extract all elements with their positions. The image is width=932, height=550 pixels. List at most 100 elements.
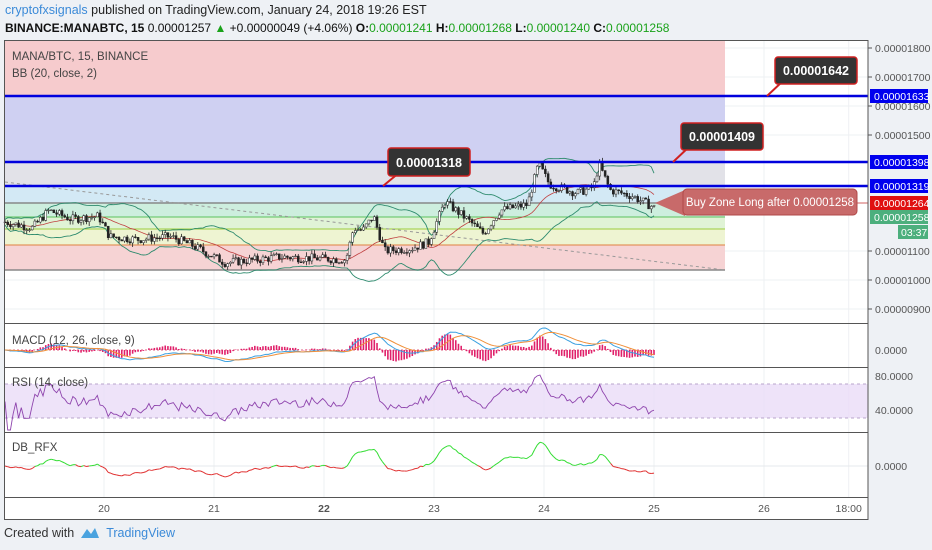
rfx-segment (518, 456, 522, 459)
macd-histogram-bar (142, 350, 145, 351)
rfx-segment (341, 467, 345, 469)
rfx-segment (143, 471, 147, 473)
tradingview-link[interactable]: TradingView (106, 526, 175, 540)
price-axis[interactable]: 0.00001800 0.00001700 0.00001600 0.00001500… (868, 43, 931, 316)
macd-histogram-bar (229, 350, 232, 353)
macd-histogram-bar (406, 350, 408, 359)
candle (256, 255, 259, 262)
macd-histogram-bar (482, 350, 484, 361)
tag-last-price: 0.00001264 (874, 198, 930, 210)
macd-histogram-bar (281, 346, 283, 350)
macd-histogram-bar (522, 346, 525, 350)
candle (120, 239, 124, 242)
candle (348, 241, 352, 256)
rfx-segment (365, 449, 370, 452)
rfx-segment (555, 458, 560, 462)
macd-histogram-bar (373, 339, 376, 350)
macd-histogram-bar (340, 350, 343, 352)
macd-histogram-bar (289, 347, 291, 350)
macd-histogram-bar (243, 348, 245, 350)
macd-histogram-bar (607, 348, 609, 350)
macd-histogram-bar (36, 348, 39, 350)
rfx-segment (566, 462, 570, 464)
rfx-segment (270, 465, 275, 468)
db-rfx-pane (4, 441, 868, 478)
candle (25, 229, 28, 231)
candle (49, 209, 53, 211)
rfx-segment (528, 454, 533, 458)
rfx-segment (479, 466, 484, 470)
macd-histogram-bar (112, 350, 115, 358)
rfx-segment (308, 465, 313, 468)
macd-histogram-bar (400, 350, 403, 361)
candle (375, 216, 379, 228)
chart-area[interactable]: 0.00001318 0.00001409 0.00001642 Buy Zon… (0, 0, 932, 522)
macd-histogram-bar (620, 350, 623, 357)
candle (223, 264, 227, 267)
rfx-segment (640, 470, 644, 473)
candle (557, 190, 561, 192)
callout-1642[interactable]: 0.00001642 (766, 56, 858, 97)
macd-histogram-bar (476, 350, 479, 359)
rfx-segment (458, 452, 462, 455)
candle (552, 187, 555, 190)
tag-close: 0.00001258 (874, 212, 930, 224)
macd-histogram-bar (460, 345, 463, 350)
candle (394, 250, 398, 253)
rfx-segment (175, 467, 180, 470)
candle (576, 189, 580, 194)
rfx-segment (29, 468, 33, 470)
rfx-segment (227, 474, 231, 477)
candle (310, 253, 314, 262)
macd-histogram-bar (631, 350, 634, 358)
rfx-segment (140, 471, 144, 474)
rfx-segment (34, 465, 38, 468)
macd-histogram-bar (126, 350, 128, 357)
candle (389, 246, 392, 254)
rfx-segment (379, 457, 383, 463)
symbol-info: BINANCE:MANABTC, 15 0.00001257 ▲ +0.0000… (5, 21, 669, 35)
candle (267, 257, 270, 262)
candle (465, 216, 468, 219)
macd-histogram-bar (80, 350, 82, 353)
rfx-segment (148, 469, 152, 471)
macd-histogram-bar (180, 348, 183, 350)
callout-buy-zone[interactable]: Buy Zone Long after 0.00001258 (655, 188, 858, 216)
rfx-segment (121, 474, 125, 477)
macd-histogram-bar (273, 345, 275, 350)
candle (218, 254, 221, 263)
candle (370, 219, 373, 222)
rfx-segment (490, 465, 495, 469)
candle (28, 229, 31, 231)
rfx-segment (498, 459, 503, 463)
macd-histogram-bar (139, 350, 142, 352)
candle (207, 255, 210, 258)
candle (229, 261, 232, 264)
tag-1398: 0.00001398 (874, 157, 930, 169)
macd-histogram-bar (205, 350, 207, 354)
candle (63, 215, 66, 218)
macd-histogram-bar (626, 350, 628, 358)
publisher-link[interactable]: cryptofxsignals (5, 3, 88, 17)
candle (234, 257, 238, 259)
callout-1318[interactable]: 0.00001318 (382, 147, 471, 187)
rfx-segment (531, 449, 535, 456)
rfx-segment (526, 456, 530, 460)
rfx-segment (31, 466, 36, 469)
indicator-axis: 0.0000 80.0000 40.0000 0.0000 (875, 345, 913, 473)
time-axis[interactable]: 20 21 22 23 24 25 26 18:00 (98, 503, 862, 515)
macd-histogram-bar (221, 350, 224, 355)
rfx-segment (395, 469, 399, 472)
macd-histogram-bar (85, 350, 88, 353)
macd-histogram-bar (270, 346, 272, 350)
macd-histogram-bar (161, 346, 164, 350)
callout-1409[interactable]: 0.00001409 (672, 122, 764, 163)
candle (332, 258, 335, 264)
candle (443, 204, 447, 208)
candle (261, 256, 265, 263)
candle (248, 257, 251, 264)
footer: Created with TradingView (4, 526, 175, 540)
rfx-segment (390, 468, 394, 471)
rfx-segment (108, 471, 112, 474)
candle (378, 227, 381, 241)
